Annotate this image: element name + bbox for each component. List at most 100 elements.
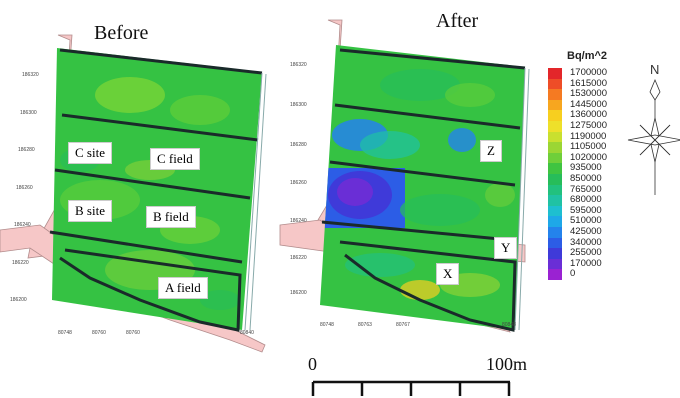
legend-label: 1020000 [570,151,607,163]
legend-entry: 935000 [548,163,678,174]
legend-swatch [548,142,562,153]
before-ytick: 186280 [18,147,35,153]
legend-label: 425000 [570,226,602,237]
legend-label: 1360000 [570,109,607,121]
scale-bar [311,380,511,396]
after-ytick: 186260 [290,180,307,186]
before-ytick: 186220 [12,260,29,266]
before-xtick: 80760 [92,330,106,336]
compass-north-label: N [650,62,660,77]
legend-entry: 510000 [548,216,678,227]
legend-entry: 1530000 [548,89,678,100]
legend-swatch [548,121,562,132]
legend-swatch [548,216,562,227]
before-ytick: 186200 [10,297,27,303]
after-ytick: 186300 [290,102,307,108]
before-ytick: 186300 [20,110,37,116]
legend-swatch [548,89,562,100]
legend-swatch [548,184,562,196]
legend-entry: 425000 [548,226,678,238]
before-ytick: 186240 [14,222,31,228]
legend-entry: 1615000 [548,77,678,90]
before-field-borders [49,48,263,332]
before-xtick: 80760 [126,330,140,336]
label-c-field: C field [150,148,200,170]
before-title: Before [94,22,149,44]
legend-swatch [548,258,562,270]
legend-entry: 1275000 [548,120,678,132]
label-y: Y [494,237,518,259]
after-ytick: 186240 [290,218,307,224]
legend-swatch [548,163,562,174]
label-z: Z [480,140,502,162]
legend-label: 595000 [570,204,602,216]
scale-start-label: 0 [308,354,317,374]
legend-entry: 1105000 [548,142,678,153]
before-xtick: 80748 [58,330,72,336]
legend-entry: 1360000 [548,110,678,121]
legend-swatch [548,110,562,121]
legend-label: 1275000 [570,120,607,131]
legend-swatch [548,269,562,280]
legend-label: 850000 [570,173,602,184]
after-ytick: 186200 [290,290,307,296]
legend-swatch [548,205,562,217]
before-ytick: 186320 [22,72,39,78]
legend-label: 510000 [570,215,602,227]
legend-label: 1615000 [570,77,607,89]
legend-swatch [548,195,562,206]
after-xtick: 80767 [396,322,410,328]
legend-swatch [548,131,562,143]
legend-label: 340000 [570,236,602,248]
label-x: X [436,263,460,285]
label-c-site: C site [68,142,112,164]
label-a-field: A field [158,277,208,299]
legend-swatch [548,99,562,111]
legend-swatch [548,152,562,164]
legend-swatch [548,68,562,79]
after-ytick: 186220 [290,255,307,261]
legend-entry: 255000 [548,248,678,259]
legend-label: 1445000 [570,98,607,110]
legend-label: 255000 [570,247,602,259]
legend-swatch [548,237,562,249]
legend-label: 935000 [570,162,602,174]
before-xtick: 80840 [240,330,254,336]
legend-label: 170000 [570,257,602,269]
legend-title: Bq/m^2 [567,50,608,62]
after-xtick: 80763 [358,322,372,328]
legend-entry: 0 [548,269,678,280]
legend-label: 1190000 [570,130,607,142]
after-title: After [436,10,479,32]
after-xtick: 80848 [502,322,516,328]
legend-entry: 1445000 [548,98,678,111]
label-b-field: B field [146,206,196,228]
legend-swatch [548,227,562,238]
before-ytick: 186260 [16,185,33,191]
legend-swatch [548,248,562,259]
label-b-site: B site [68,200,112,222]
legend-entry: 1700000 [548,67,678,79]
legend-entry: 1190000 [548,130,678,143]
legend-label: 765000 [570,183,602,195]
legend-label: 1530000 [570,88,607,100]
after-ytick: 186280 [290,142,307,148]
compass-rose [627,78,680,195]
legend-label: 680000 [570,194,602,206]
legend-label: 1700000 [570,67,607,78]
after-field-borders [321,48,526,332]
legend-entry: 340000 [548,236,678,249]
legend-entry: 1020000 [548,151,678,164]
legend-entry: 170000 [548,257,678,270]
legend-label: 1105000 [570,141,607,153]
legend-entry: 680000 [548,195,678,206]
scale-end-label: 100m [486,354,528,374]
after-ytick: 186320 [290,62,307,68]
legend-entry: 850000 [548,173,678,185]
legend-swatch [548,78,562,90]
legend-swatch [548,174,562,185]
after-xtick: 80748 [320,322,334,328]
legend-entry: 765000 [548,183,678,196]
legend-entry: 595000 [548,204,678,217]
legend-label: 0 [570,268,576,280]
